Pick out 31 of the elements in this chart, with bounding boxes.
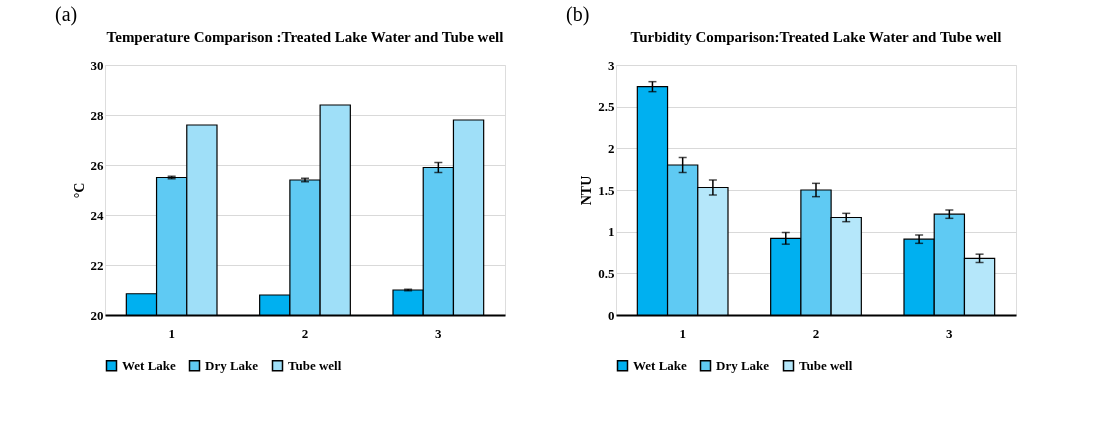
legend-label: Dry Lake xyxy=(205,357,259,373)
y-tick-label: 0.5 xyxy=(598,265,615,281)
legend-label: Wet Lake xyxy=(633,357,688,373)
y-tick-label: 2.5 xyxy=(598,99,615,115)
x-tick-label: 3 xyxy=(435,325,443,341)
x-tick-label: 1 xyxy=(679,325,686,341)
x-tick-label: 2 xyxy=(812,325,820,341)
legend-label: Wet Lake xyxy=(122,357,177,373)
legend-label: Tube well xyxy=(288,357,342,373)
x-tick-label: 2 xyxy=(301,325,309,341)
y-tick-label: 1 xyxy=(608,224,615,240)
x-tick-label: 3 xyxy=(946,325,954,341)
y-tick-label: 0 xyxy=(608,307,615,323)
y-tick-label: 20 xyxy=(90,307,104,323)
chart-title: Turbidity Comparison:Treated Lake Water and Tube well xyxy=(630,29,1002,45)
text: (a) xyxy=(55,3,78,26)
y-tick-label: 24 xyxy=(90,207,104,223)
text: (b) xyxy=(566,3,590,26)
y-tick-label: 22 xyxy=(90,257,104,273)
chart-title: Temperature Comparison :Treated Lake Water and Tube well xyxy=(106,29,504,45)
y-axis-title: °C xyxy=(71,182,87,199)
y-tick-label: 1.5 xyxy=(598,182,615,198)
y-tick-label: 2 xyxy=(608,140,615,156)
x-tick-label: 1 xyxy=(168,325,175,341)
y-tick-label: 26 xyxy=(90,157,104,173)
legend-label: Tube well xyxy=(799,357,853,373)
y-tick-label: 28 xyxy=(90,107,104,123)
legend-label: Dry Lake xyxy=(716,357,770,373)
y-axis-title: NTU xyxy=(579,175,595,206)
y-tick-label: 30 xyxy=(90,57,104,73)
y-tick-label: 3 xyxy=(608,57,615,73)
